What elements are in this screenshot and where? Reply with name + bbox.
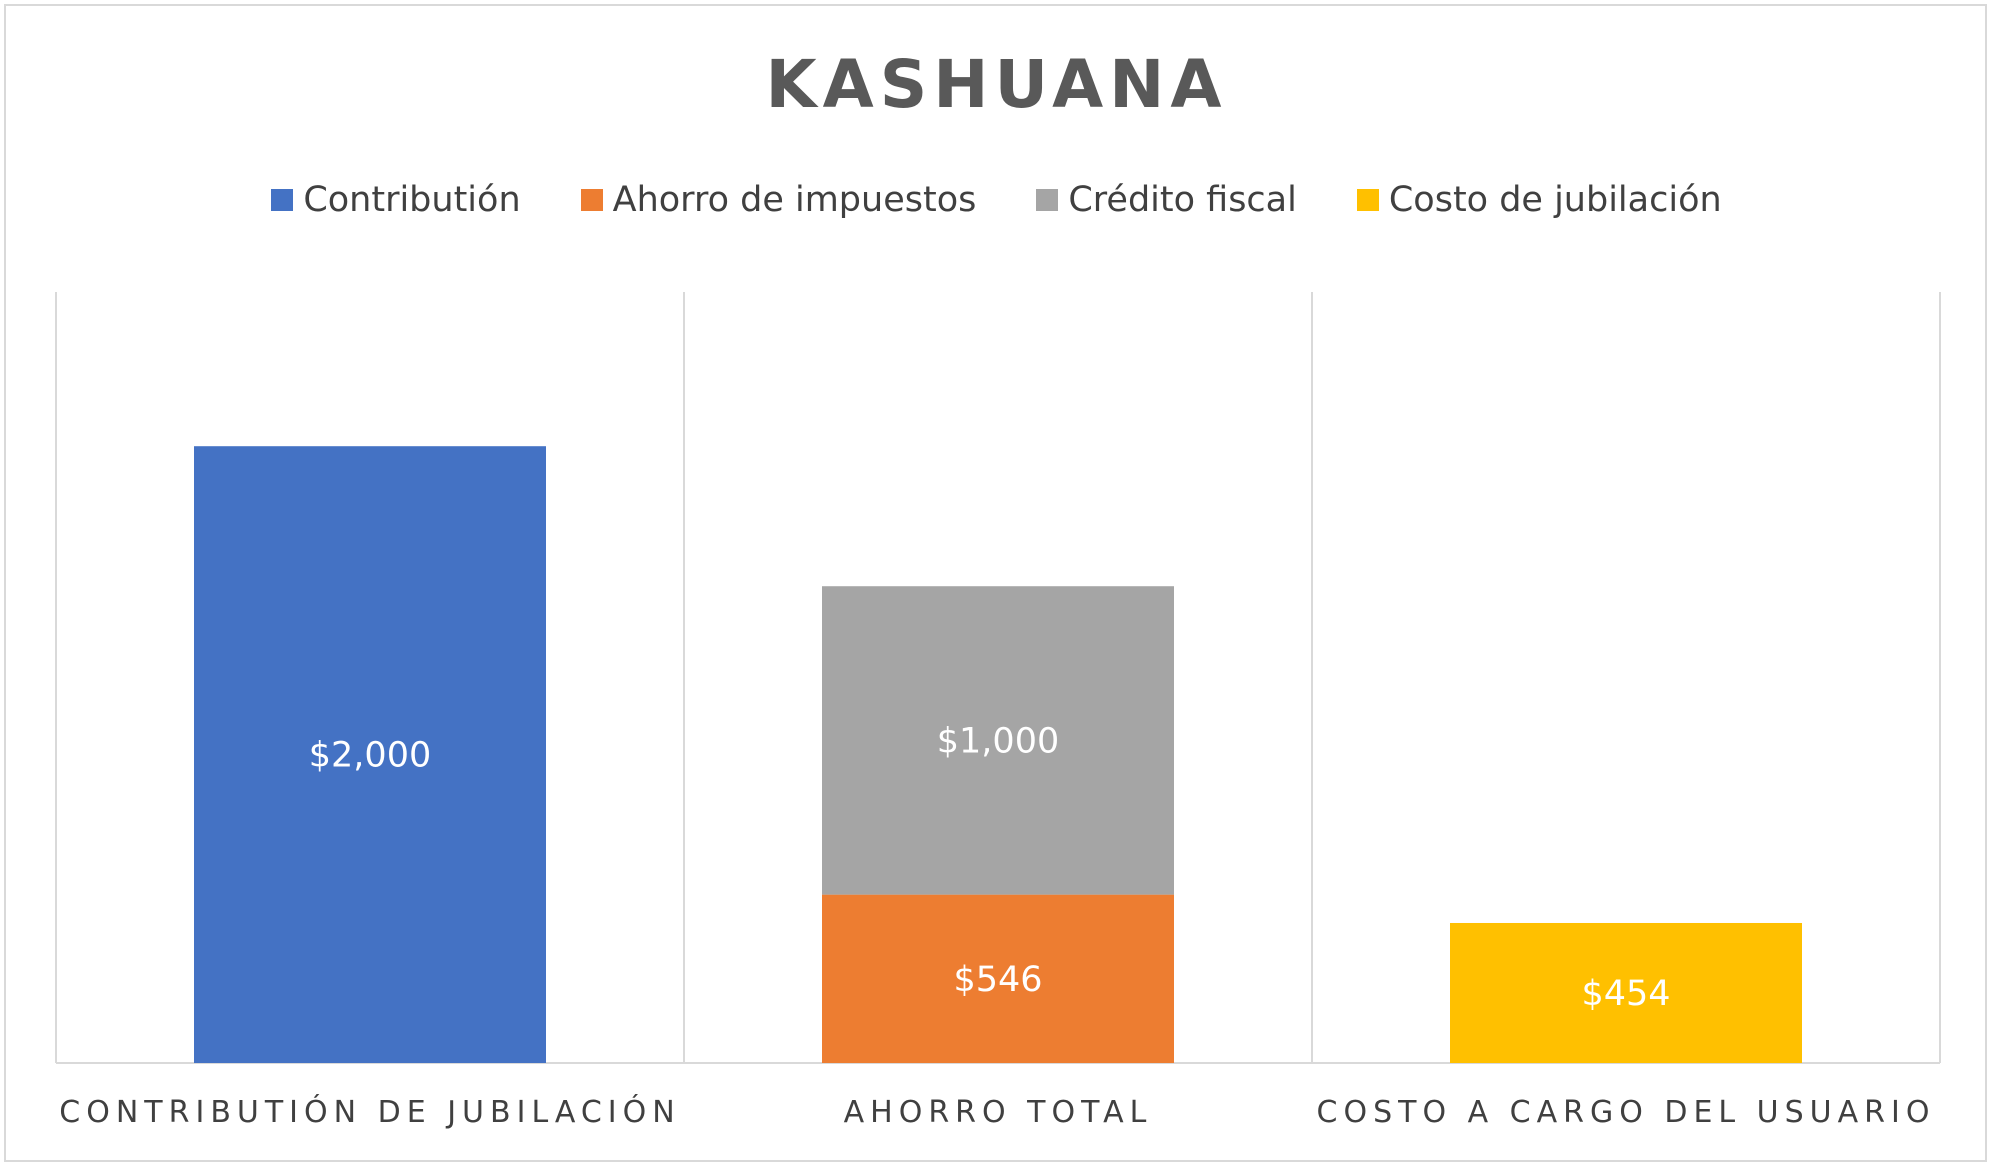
category-label: CONTRIBUTIÓN DE JUBILACIÓN xyxy=(59,1093,680,1130)
legend-label-contribution: Contributión xyxy=(303,180,521,220)
legend-label-tax-credit: Crédito fiscal xyxy=(1068,180,1297,220)
legend-item-retirement-cost: Costo de jubilación xyxy=(1356,180,1722,220)
bar-segment xyxy=(194,446,546,1063)
legend-label-tax-savings: Ahorro de impuestos xyxy=(612,180,977,220)
legend-swatch-retirement-cost xyxy=(1356,189,1379,211)
legend-swatch-tax-savings xyxy=(580,189,603,211)
chart-legend: Contributión Ahorro de impuestos Crédito… xyxy=(0,172,1993,228)
legend-item-tax-savings: Ahorro de impuestos xyxy=(580,180,977,220)
legend-item-contribution: Contributión xyxy=(271,180,521,220)
legend-item-tax-credit: Crédito fiscal xyxy=(1036,180,1297,220)
chart-title: KASHUANA xyxy=(765,46,1228,123)
legend-label-retirement-cost: Costo de jubilación xyxy=(1388,180,1722,220)
bar-segment xyxy=(822,894,1174,1063)
legend-swatch-tax-credit xyxy=(1036,189,1059,211)
legend-swatch-contribution xyxy=(271,189,294,211)
bar-segment xyxy=(822,586,1174,895)
data-label: $1,000 xyxy=(937,721,1059,761)
category-label: AHORRO TOTAL xyxy=(844,1095,1153,1130)
data-label: $454 xyxy=(1581,974,1670,1014)
bar-segment xyxy=(1450,922,1802,1063)
category-label: COSTO A CARGO DEL USUARIO xyxy=(1317,1095,1936,1130)
data-label: $546 xyxy=(953,960,1042,1000)
data-label: $2,000 xyxy=(309,736,431,776)
